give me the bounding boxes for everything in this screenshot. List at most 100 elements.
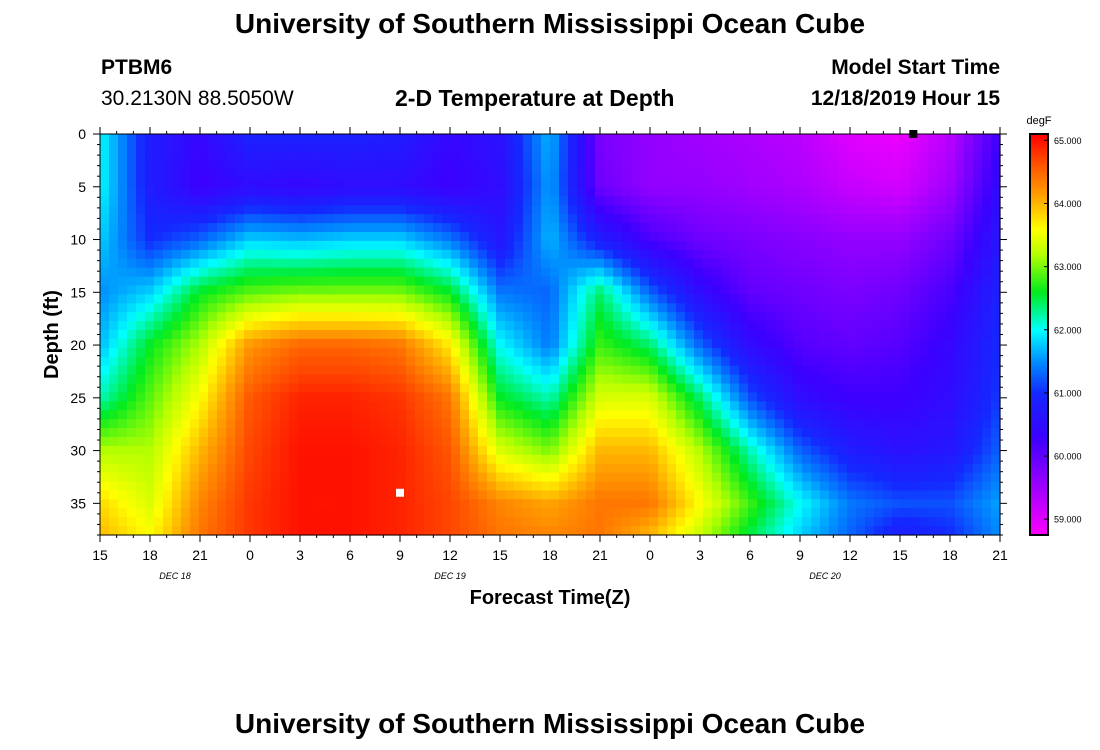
heat-cell [757, 481, 767, 492]
heat-cell [424, 240, 434, 251]
heat-cell [379, 419, 389, 429]
heat-cell [460, 142, 470, 153]
heat-cell [442, 294, 452, 304]
colorbar-cell [1030, 192, 1048, 195]
heat-cell [820, 463, 830, 474]
heat-cell [208, 428, 218, 438]
heat-cell [694, 419, 704, 429]
heat-cell [541, 134, 551, 144]
heat-cell [703, 196, 713, 206]
heat-cell [289, 303, 299, 313]
heat-cell [118, 419, 128, 429]
heat-cell [667, 499, 677, 509]
heat-cell [739, 196, 749, 206]
heat-cell [136, 436, 146, 447]
heat-cell [811, 374, 821, 385]
heat-cell [829, 160, 839, 171]
heat-cell [757, 365, 767, 376]
heat-cell [343, 205, 353, 215]
heat-cell [910, 410, 920, 420]
heat-cell [235, 160, 245, 171]
heat-cell [973, 419, 983, 429]
heat-cell [487, 436, 497, 447]
heat-cell [856, 463, 866, 474]
heat-cell [919, 142, 929, 153]
heat-cell [523, 258, 533, 269]
heat-cell [901, 240, 911, 251]
heat-cell [244, 205, 254, 215]
heat-cell [298, 142, 308, 153]
heat-cell [442, 312, 452, 322]
heat-cell [874, 499, 884, 509]
heat-cell [847, 347, 857, 358]
heat-cell [541, 267, 551, 278]
heat-cell [172, 338, 182, 349]
heat-cell [829, 419, 839, 429]
heat-cell [982, 303, 992, 313]
heat-cell [181, 526, 191, 536]
heat-cell [514, 454, 524, 465]
heat-cell [838, 223, 848, 233]
heat-cell [370, 285, 380, 295]
heat-cell [919, 526, 929, 536]
heat-cell [343, 481, 353, 492]
heat-cell [298, 419, 308, 429]
heat-cell [451, 303, 461, 313]
heat-cell [883, 240, 893, 251]
heat-cell [154, 142, 164, 153]
heat-cell [550, 312, 560, 322]
heat-cell [685, 392, 695, 402]
heat-cell [451, 481, 461, 492]
heat-cell [892, 374, 902, 385]
heat-cell [775, 347, 785, 358]
heat-cell [667, 410, 677, 420]
heat-cell [352, 499, 362, 509]
heat-cell [946, 526, 956, 536]
heat-cell [460, 330, 470, 340]
heat-cell [730, 267, 740, 278]
heat-cell [244, 160, 254, 171]
heat-cell [478, 472, 488, 483]
heat-cell [793, 178, 803, 189]
heat-cell [118, 330, 128, 340]
heat-cell [361, 490, 371, 500]
heat-cell [388, 258, 398, 269]
heat-cell [856, 517, 866, 527]
heat-cell [766, 187, 776, 197]
heat-cell [433, 321, 443, 331]
heat-cell [478, 303, 488, 313]
heat-cell [172, 232, 182, 242]
heat-cell [595, 223, 605, 233]
colorbar-cell [1030, 444, 1048, 448]
heat-cell [937, 472, 947, 483]
heat-cell [865, 517, 875, 527]
heat-cell [505, 356, 515, 367]
heat-cell [847, 436, 857, 447]
heat-cell [127, 258, 137, 269]
heat-cell [433, 428, 443, 438]
heat-cell [550, 303, 560, 313]
heat-cell [640, 178, 650, 189]
heat-cell [361, 445, 371, 456]
heat-cell [721, 410, 731, 420]
colorbar-cell [1030, 498, 1048, 502]
heat-cell [145, 276, 155, 287]
heat-cell [955, 454, 965, 465]
heat-cell [460, 472, 470, 483]
heat-cell [649, 472, 659, 483]
heat-cell [370, 526, 380, 536]
heat-cell [208, 481, 218, 492]
heat-cell [883, 169, 893, 180]
heat-cell [937, 196, 947, 206]
heat-cell [883, 178, 893, 189]
heat-cell [451, 312, 461, 322]
heat-cell [622, 508, 632, 518]
heat-cell [406, 454, 416, 465]
heat-cell [631, 249, 641, 260]
heat-cell [919, 294, 929, 304]
heat-cell [901, 436, 911, 447]
heat-cell [919, 196, 929, 206]
heat-cell [910, 401, 920, 411]
heat-cell [478, 436, 488, 447]
heat-cell [640, 134, 650, 144]
